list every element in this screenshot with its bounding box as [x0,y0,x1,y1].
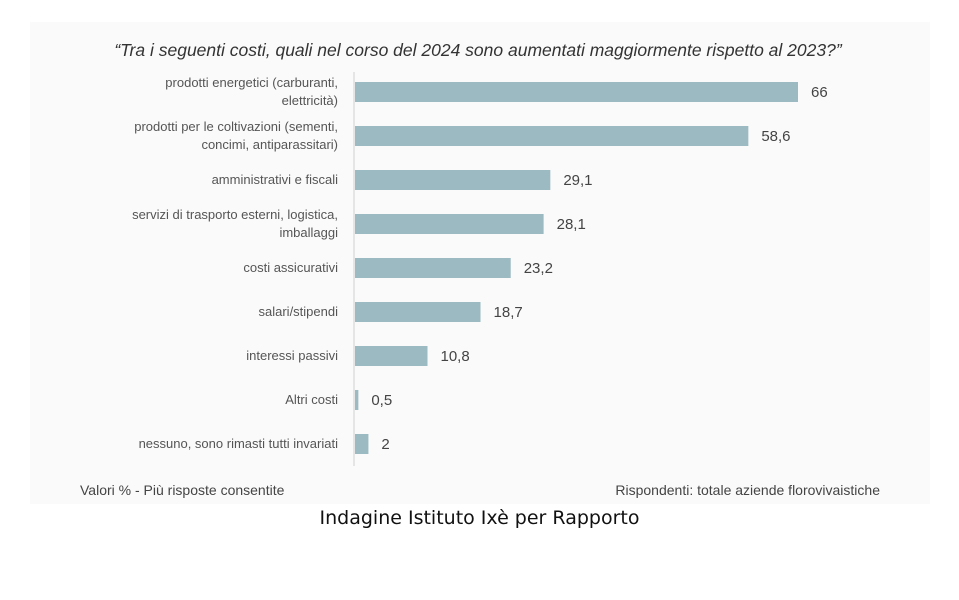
category-label: Altri costi [285,392,338,407]
data-label: 29,1 [563,172,592,189]
bar [355,258,511,278]
category-label: imballaggi [279,225,338,240]
bar [355,302,481,322]
bar [355,346,428,366]
data-label: 0,5 [371,392,392,409]
category-label: salari/stipendi [259,304,339,319]
data-label: 18,7 [494,304,523,321]
data-label: 66 [811,84,828,101]
footnote-right: Rispondenti: totale aziende florovivaist… [615,482,880,498]
category-label: prodotti energetici (carburanti, [165,75,338,90]
bar [355,126,749,146]
category-label: servizi di trasporto esterni, logistica, [132,207,338,222]
bar [355,82,798,102]
data-label: 58,6 [761,128,790,145]
bar [355,390,359,410]
bar [355,434,369,454]
data-label: 23,2 [524,260,553,277]
category-label: prodotti per le coltivazioni (sementi, [134,119,338,134]
data-label: 2 [381,436,389,453]
category-label: costi assicurativi [243,260,338,275]
category-label: interessi passivi [246,348,338,363]
chart-title: “Tra i seguenti costi, quali nel corso d… [114,40,842,60]
bar [355,170,551,190]
category-label: amministrativi e fiscali [212,172,339,187]
data-label: 10,8 [440,348,469,365]
caption: Indagine Istituto Ixè per Rapporto [319,507,640,529]
footnote-left: Valori % - Più risposte consentite [80,482,285,498]
category-label: concimi, antiparassitari) [201,137,338,152]
category-label: elettricità) [282,93,338,108]
bar [355,214,544,234]
data-label: 28,1 [557,216,586,233]
category-label: nessuno, sono rimasti tutti invariati [139,436,339,451]
